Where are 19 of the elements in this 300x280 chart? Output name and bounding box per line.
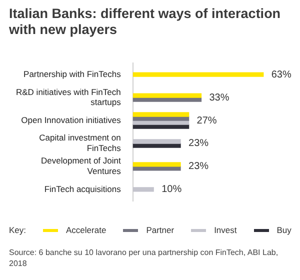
legend-title: Key: xyxy=(9,225,26,235)
data-label: 63% xyxy=(271,69,292,80)
chart-title: Italian Banks: different ways of interaction with new players xyxy=(9,6,282,38)
source-note: Source: 6 banche su 10 lavorano per una partnership con FinTech, ABI Lab, 2018 xyxy=(9,247,280,269)
y-tick-label: Partnership with FinTechs xyxy=(24,68,121,79)
y-tick-label: Open Innovation initiatives xyxy=(21,114,121,125)
data-label: 27% xyxy=(196,115,217,126)
y-tick-label: Capital investment on FinTechs xyxy=(39,132,122,153)
y-tick-label: FinTech acquisitions xyxy=(44,184,121,194)
data-label: 23% xyxy=(188,138,209,150)
y-tick-label: Development of Joint Ventures xyxy=(41,156,122,176)
y-tick-label: R&D initiatives with FinTech startups xyxy=(16,86,122,107)
data-label: 23% xyxy=(188,161,209,172)
data-label: 10% xyxy=(162,184,182,196)
legend-label: Partner xyxy=(146,225,174,235)
legend-label: Buy xyxy=(276,225,292,235)
data-label: 33% xyxy=(209,92,230,104)
legend-label: Accelerate xyxy=(66,225,106,235)
legend-label: Invest xyxy=(214,225,237,235)
